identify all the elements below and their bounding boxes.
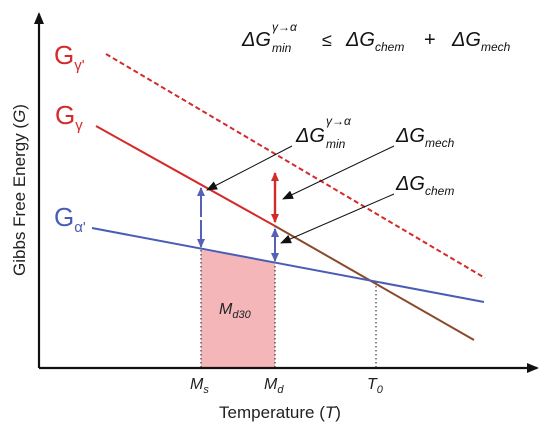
annotation-chem: ΔGchem [395, 173, 454, 198]
annotation-min: ΔG γ→α min [295, 114, 352, 151]
g-alpha-prime-line [91, 227, 485, 303]
eq-lhs: ΔG [241, 29, 271, 51]
g-gamma-prime-line [105, 53, 486, 279]
label-md30: Md30 [219, 301, 252, 321]
eq-lhs-sub: min [272, 41, 292, 55]
svg-text:γ→α: γ→α [326, 114, 352, 128]
label-g-gamma: Gγ [55, 100, 83, 134]
tick-label-ms: Ms [190, 376, 209, 396]
label-g-alpha-prime: Gα' [54, 202, 86, 236]
svg-text:min: min [326, 137, 346, 151]
svg-text:ΔG: ΔG [295, 125, 325, 147]
martensite-extension-line [274, 225, 475, 341]
y-axis-label: Gibbs Free Energy (G) [10, 104, 29, 276]
eq-leq: ≤ [322, 30, 332, 50]
tick-label-md: Md [264, 376, 284, 396]
annotation-mech: ΔGmech [395, 125, 455, 150]
label-g-gamma-prime: Gγ' [54, 40, 85, 74]
x-axis-label: Temperature (T) [219, 403, 341, 422]
md30-region [201, 250, 275, 368]
mech-pointer [282, 145, 395, 200]
min-pointer [206, 145, 293, 191]
eq-mech: ΔGmech [451, 29, 511, 54]
g-gamma-line [95, 125, 276, 227]
eq-plus: + [424, 29, 436, 51]
chem-pointer [280, 193, 395, 244]
inequality-equation: ΔG γ→α min ≤ ΔGchem + ΔGmech [241, 20, 511, 55]
eq-chem: ΔGchem [345, 29, 404, 54]
tick-label-t0: T0 [367, 376, 384, 396]
eq-lhs-sup: γ→α [272, 20, 298, 34]
